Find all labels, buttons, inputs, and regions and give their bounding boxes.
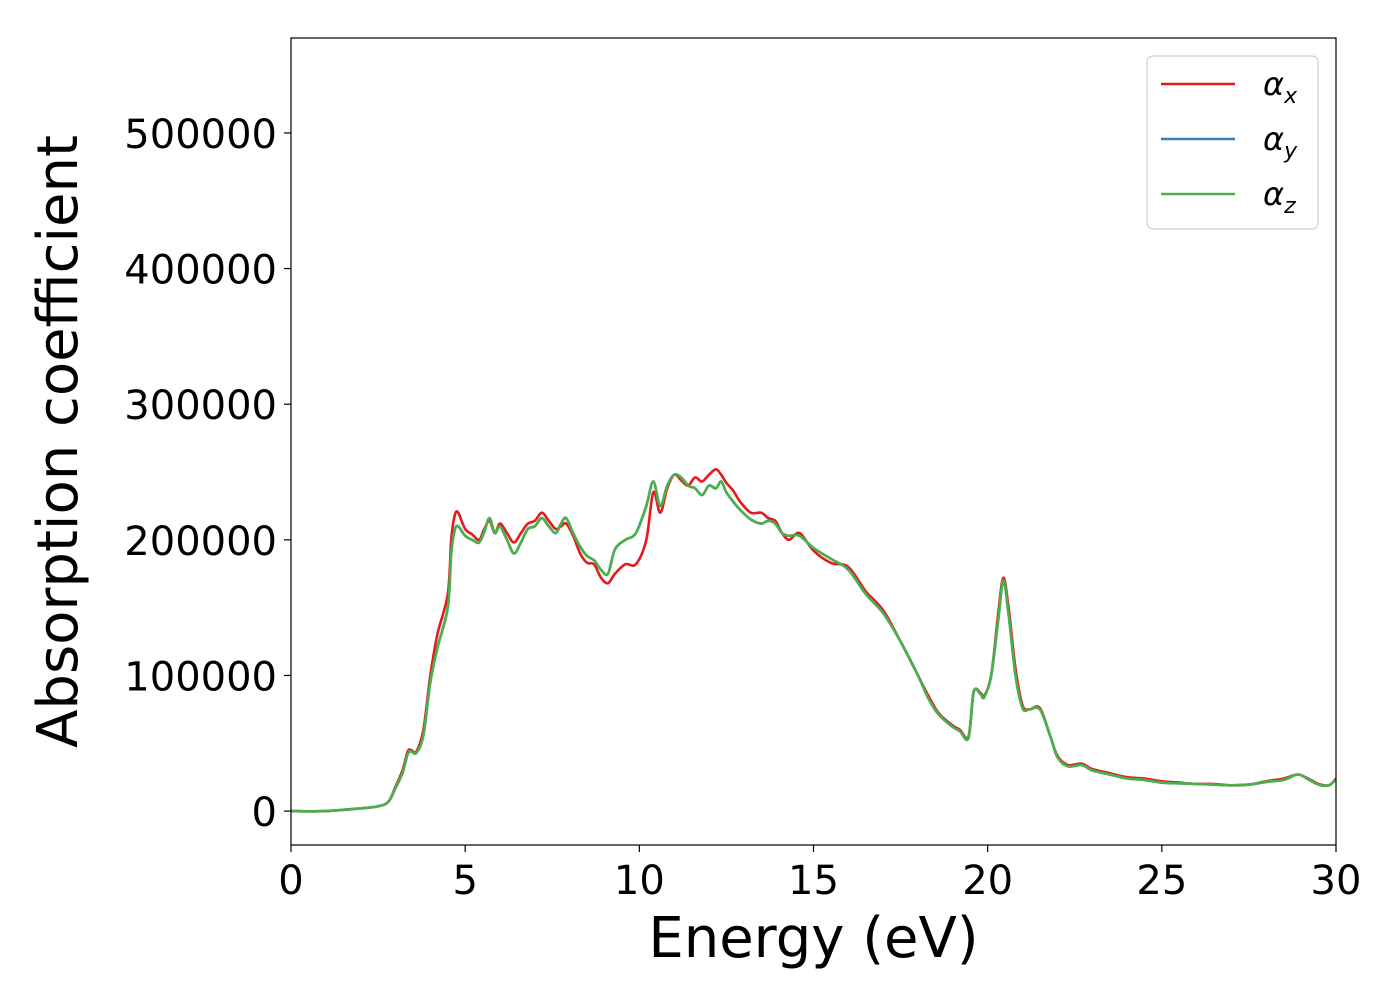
x-axis: 0 5 10 15 20 25 30: [278, 845, 1361, 904]
x-tick-label: 25: [1136, 858, 1187, 904]
y-tick-label: 400000: [124, 248, 277, 294]
x-tick-label: 20: [962, 858, 1013, 904]
x-tick-label: 0: [278, 858, 303, 904]
y-tick-label: 300000: [124, 383, 277, 429]
y-tick-label: 100000: [124, 654, 277, 700]
x-tick-label: 5: [452, 858, 477, 904]
legend-frame: [1146, 55, 1319, 230]
legend-subscript: y: [1283, 139, 1298, 164]
legend-subscript: z: [1283, 194, 1296, 219]
legend-subscript: x: [1283, 84, 1298, 109]
x-axis-title: Energy (eV): [648, 906, 978, 971]
y-axis-title: Absorption coefficient: [26, 135, 91, 748]
legend-symbol: α: [1263, 65, 1284, 103]
legend-label-z: αz: [1263, 175, 1296, 219]
legend-label-y: αy: [1263, 120, 1298, 164]
x-tick-label: 15: [788, 858, 839, 904]
y-tick-label: 200000: [124, 519, 277, 565]
legend-symbol: α: [1263, 175, 1284, 213]
legend-label-x: αx: [1263, 65, 1298, 109]
x-tick-label: 30: [1311, 858, 1362, 904]
y-axis: 0 100000 200000 300000 400000 500000: [124, 112, 291, 836]
y-tick-label: 500000: [124, 112, 277, 158]
series-line-z: [291, 473, 1336, 813]
series-layer: [291, 468, 1336, 813]
plot-area: [290, 37, 1337, 846]
legend-symbol: α: [1263, 120, 1284, 158]
y-tick-label: 0: [252, 790, 277, 836]
x-tick-label: 10: [614, 858, 665, 904]
